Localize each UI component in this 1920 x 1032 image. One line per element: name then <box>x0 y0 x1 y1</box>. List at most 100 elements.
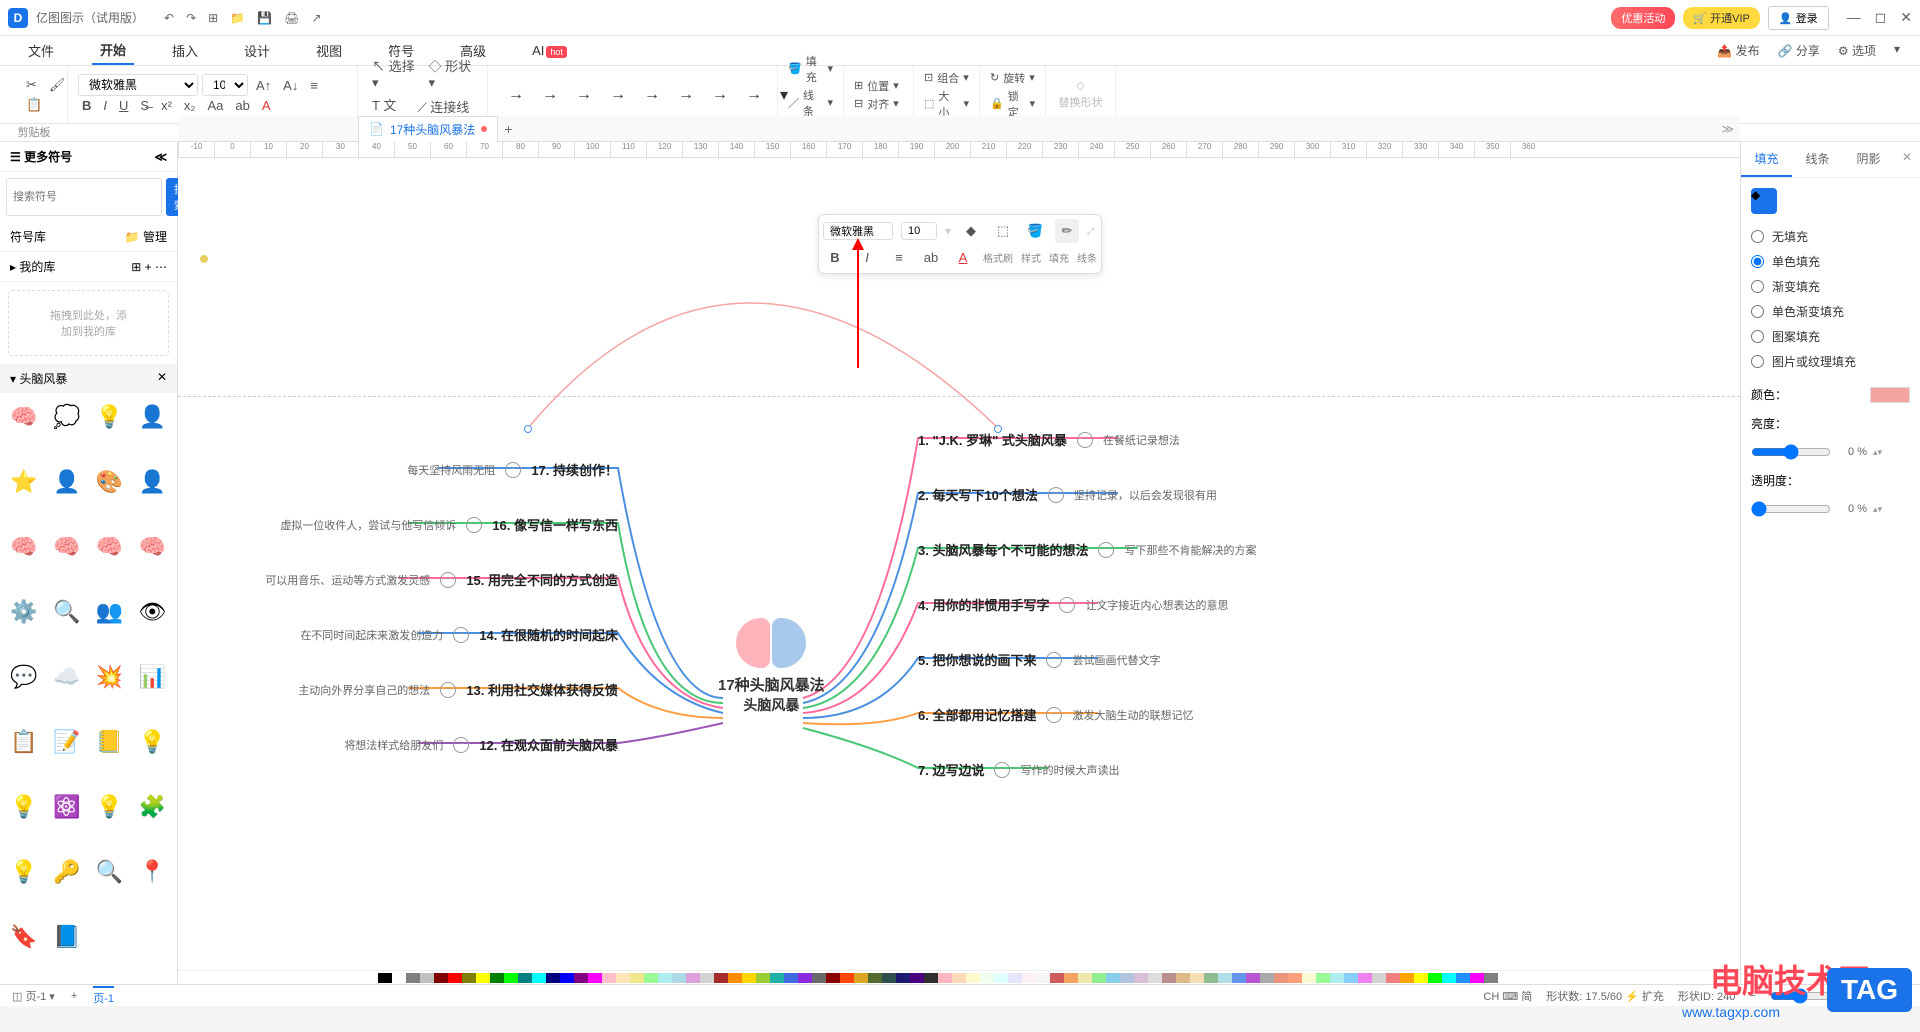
color-swatch[interactable] <box>630 973 644 983</box>
search-input[interactable] <box>6 178 162 216</box>
expand-panel-icon[interactable]: ≫ <box>1721 122 1734 136</box>
symbol-item[interactable]: 👁 <box>136 596 168 628</box>
color-swatch[interactable] <box>1330 973 1344 983</box>
color-swatch[interactable] <box>1106 973 1120 983</box>
color-swatch[interactable] <box>1260 973 1274 983</box>
symbol-item[interactable]: 💡 <box>8 856 40 888</box>
case-icon[interactable]: Aa <box>203 96 227 115</box>
panel-close-icon[interactable]: ✕ <box>1894 142 1920 177</box>
color-swatch[interactable] <box>1302 973 1316 983</box>
symbol-lib-row[interactable]: 符号库 📁 管理 <box>0 222 177 252</box>
color-swatch[interactable] <box>700 973 714 983</box>
color-swatch[interactable] <box>1022 973 1036 983</box>
color-swatch[interactable] <box>868 973 882 983</box>
underline-icon[interactable]: U <box>115 96 132 115</box>
print-icon[interactable]: 🖨 <box>284 11 299 25</box>
symbol-item[interactable]: ☁️ <box>51 661 83 693</box>
color-swatch[interactable] <box>420 973 434 983</box>
cut-icon[interactable]: ✂ <box>22 75 41 95</box>
mindmap-node[interactable]: 7. 边写边说−写作的时候大声读出 <box>918 760 1298 779</box>
fill-option[interactable]: 单色填充 <box>1751 249 1910 274</box>
menu-item[interactable]: 设计 <box>236 37 278 64</box>
symbol-item[interactable]: 🧩 <box>136 791 168 823</box>
mindmap-node[interactable]: 3. 头脑风暴每个不可能的想法−写下那些不肯能解决的方案 <box>918 540 1298 559</box>
symbol-item[interactable]: 🧠 <box>94 531 126 563</box>
mindmap-center[interactable]: 17种头脑风暴法 头脑风暴 <box>718 618 825 715</box>
mindmap-node[interactable]: 4. 用你的非惯用手写字−让文字接近内心想表达的意思 <box>918 595 1298 614</box>
login-button[interactable]: 👤 登录 <box>1768 6 1829 30</box>
promo-badge[interactable]: 优惠活动 <box>1611 7 1675 29</box>
color-swatch[interactable] <box>714 973 728 983</box>
selection-handle[interactable] <box>524 425 532 433</box>
color-swatch[interactable] <box>448 973 462 983</box>
symbol-item[interactable]: 📒 <box>94 726 126 758</box>
color-palette-bar[interactable] <box>178 970 1740 984</box>
group-button[interactable]: ⊡ 组合 ▾ <box>924 70 969 86</box>
color-swatch[interactable] <box>756 973 770 983</box>
color-swatch[interactable] <box>812 973 826 983</box>
color-swatch[interactable] <box>1120 973 1134 983</box>
color-swatch[interactable] <box>742 973 756 983</box>
symbol-item[interactable]: 💡 <box>94 791 126 823</box>
color-swatch[interactable] <box>882 973 896 983</box>
color-swatch[interactable] <box>462 973 476 983</box>
file-tab[interactable]: 📄17种头脑风暴法 <box>358 116 498 142</box>
symbol-item[interactable]: 🧠 <box>51 531 83 563</box>
color-swatch[interactable] <box>476 973 490 983</box>
maximize-icon[interactable]: ◻ <box>1875 9 1887 26</box>
symbol-item[interactable]: 🧠 <box>8 401 40 433</box>
color-swatch[interactable] <box>1204 973 1218 983</box>
symbol-item[interactable]: 👤 <box>136 466 168 498</box>
symbol-item[interactable]: 📍 <box>136 856 168 888</box>
color-swatch[interactable] <box>392 973 406 983</box>
shadow-tab[interactable]: 阴影 <box>1843 142 1894 177</box>
color-swatch[interactable] <box>1344 973 1358 983</box>
symbol-item[interactable]: 💬 <box>8 661 40 693</box>
color-swatch[interactable] <box>1470 973 1484 983</box>
symbol-item[interactable]: 📝 <box>51 726 83 758</box>
options-button[interactable]: ⚙ 选项 <box>1838 42 1876 59</box>
fill-option[interactable]: 无填充 <box>1751 224 1910 249</box>
lock-button[interactable]: 🔒 锁定 ▾ <box>990 88 1035 120</box>
color-swatch[interactable] <box>1372 973 1386 983</box>
zoom-slider[interactable] <box>1770 988 1830 1004</box>
symbol-item[interactable]: 👤 <box>136 401 168 433</box>
color-swatch[interactable] <box>546 973 560 983</box>
select-tool[interactable]: ↖ 选择 ▾ <box>368 54 421 93</box>
decrease-font-icon[interactable]: A↓ <box>279 76 302 95</box>
color-swatch[interactable] <box>1288 973 1302 983</box>
more-symbols-header[interactable]: ☰ 更多符号 ≪ <box>0 142 177 172</box>
subscript-icon[interactable]: x₂ <box>180 96 200 115</box>
export-icon[interactable]: ↗ <box>311 11 321 25</box>
replace-shape-button[interactable]: ◇ <box>1076 79 1084 92</box>
menu-item[interactable]: 文件 <box>20 37 62 64</box>
symbol-item[interactable]: 🔑 <box>51 856 83 888</box>
symbol-item[interactable]: ⚙️ <box>8 596 40 628</box>
color-swatch[interactable] <box>1274 973 1288 983</box>
color-swatch[interactable] <box>1442 973 1456 983</box>
symbol-item[interactable]: 🔍 <box>94 856 126 888</box>
color-swatch[interactable] <box>560 973 574 983</box>
symbol-item[interactable]: 🧠 <box>136 531 168 563</box>
symbol-item[interactable]: 💥 <box>94 661 126 693</box>
size-button[interactable]: ⬚ 大小 ▾ <box>924 88 969 120</box>
opacity-slider[interactable] <box>1751 501 1831 517</box>
fill-tab[interactable]: 填充 <box>1741 142 1792 177</box>
canvas[interactable]: ▾ ◆ ⬚ 🪣 ✏ ⤢ B I ≡ ab A 格式刷 样式 填充 线条 <box>178 158 1740 970</box>
symbol-item[interactable]: 🧠 <box>8 531 40 563</box>
color-swatch[interactable] <box>1148 973 1162 983</box>
close-icon[interactable]: ✕ <box>1900 9 1912 26</box>
color-swatch[interactable] <box>1414 973 1428 983</box>
color-swatch[interactable] <box>1428 973 1442 983</box>
bold-icon[interactable]: B <box>78 96 95 115</box>
fill-option[interactable]: 图案填充 <box>1751 324 1910 349</box>
redo-icon[interactable]: ↷ <box>186 11 196 25</box>
share-button[interactable]: 🔗 分享 <box>1778 42 1820 59</box>
fontcolor-icon[interactable]: A <box>258 96 275 115</box>
symbol-item[interactable]: 🔖 <box>8 921 40 953</box>
color-swatch[interactable] <box>434 973 448 983</box>
publish-button[interactable]: 📤 发布 <box>1717 42 1759 59</box>
color-swatch[interactable] <box>504 973 518 983</box>
color-swatch[interactable] <box>784 973 798 983</box>
my-lib-row[interactable]: ▸ 我的库 ⊞ + ⋯ <box>0 252 177 282</box>
